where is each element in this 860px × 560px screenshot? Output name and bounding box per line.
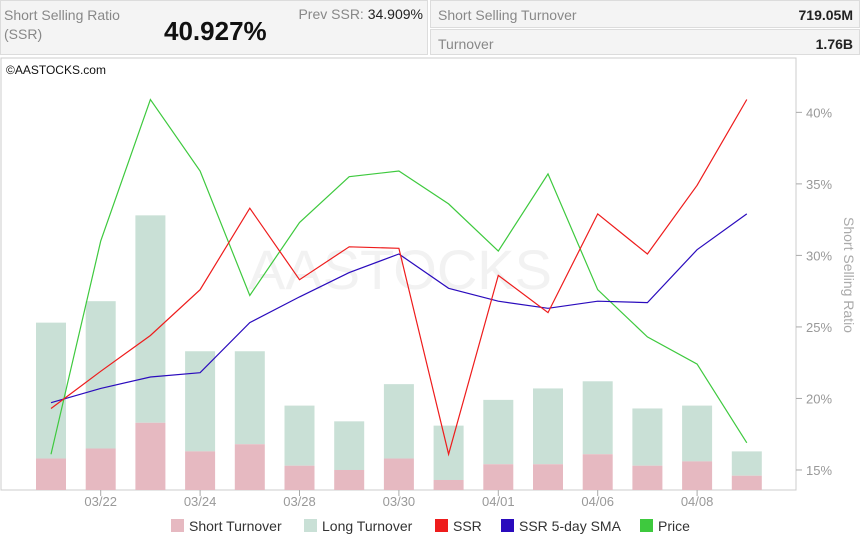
x-tick-label: 04/08 [681,494,714,509]
short-turnover-bar [36,458,66,490]
short-turnover-bar [632,465,663,490]
prev-ssr-value: 34.909% [367,6,423,22]
y-axis: 40% 35% 30% 25% 20% 15% [796,105,832,478]
long-turnover-bar [284,405,315,466]
short-turnover-label: Short Selling Turnover [438,7,577,23]
short-turnover-bar [85,448,116,490]
legend-label: Price [658,518,690,534]
watermark-text: AASTOCKS [248,238,552,301]
price-line [50,98,748,455]
long-turnover-bar [731,451,762,476]
long-turnover-bar [334,421,365,470]
long-turnover-bar [234,351,265,445]
prev-ssr-label: Prev SSR: [298,6,364,22]
long-turnover-bar [383,384,414,459]
short-turnover-bar [284,465,315,490]
short-turnover-bar [731,475,762,490]
legend-label: SSR [453,518,482,534]
long-turnover-bar [185,351,216,452]
long-turnover-bar [36,322,66,459]
ssr-sma-line [50,213,748,404]
legend-swatch [501,519,514,532]
long-turnover-bar [582,381,613,455]
legend-label: Short Turnover [189,518,282,534]
ssr-value: 40.927% [164,16,267,46]
ssr-chart: ©AASTOCKS.com AASTOCKS 40% 35% 30% 25% 20% 15… [0,57,857,534]
legend-label: Long Turnover [322,518,413,534]
short-turnover-bar [334,469,365,490]
short-turnover-bar [483,464,514,490]
ssr-label: Short Selling Ratio (SSR) [4,7,120,42]
short-turnover-bar [533,464,563,490]
legend-swatch [435,519,448,532]
legend-swatch [171,519,184,532]
short-turnover-bar [582,454,613,490]
lines-group [50,98,748,457]
bars-group [36,215,762,490]
x-tick-label: 03/24 [184,494,217,509]
y-tick-label: 25% [806,320,832,335]
long-turnover-bar [533,388,563,465]
turnover-panel: Turnover 1.76B [430,29,860,55]
ssr-line [50,99,748,457]
long-turnover-bar [85,301,116,449]
x-tick-label: 04/01 [482,494,515,509]
y-tick-label: 35% [806,177,832,192]
turnover-label: Turnover [438,36,494,52]
long-turnover-bar [682,405,713,462]
x-tick-label: 03/30 [383,494,416,509]
x-tick-label: 04/06 [581,494,614,509]
short-turnover-bar [433,479,464,490]
x-tick-label: 03/22 [84,494,117,509]
ssr-panel: Short Selling Ratio (SSR) 40.927% Prev S… [0,0,428,55]
turnover-value: 1.76B [815,36,853,52]
y-tick-label: 30% [806,248,832,263]
legend-swatch [640,519,653,532]
long-turnover-bar [483,399,514,465]
x-tick-label: 03/28 [283,494,316,509]
short-turnover-bar [383,458,414,490]
legend-label: SSR 5-day SMA [519,518,622,534]
legend-swatch [304,519,317,532]
copyright-text: ©AASTOCKS.com [6,63,106,77]
short-turnover-bar [135,422,166,490]
short-turnover-value: 719.05M [798,7,853,23]
short-turnover-panel: Short Selling Turnover 719.05M [430,0,860,28]
prev-ssr: Prev SSR: 34.909% [298,6,423,22]
legend: Short Turnover Long Turnover SSR SSR 5-day … [171,518,690,534]
y-tick-label: 15% [806,463,832,478]
short-turnover-bar [682,461,713,490]
x-axis: 03/22 03/24 03/28 03/30 04/01 04/06 04/08 [84,490,713,509]
y-axis-label: Short Selling Ratio [841,217,857,333]
long-turnover-bar [135,215,166,423]
short-turnover-bar [234,444,265,490]
y-tick-label: 40% [806,105,832,120]
y-tick-label: 20% [806,391,832,406]
short-turnover-bar [185,451,216,490]
long-turnover-bar [632,408,663,466]
